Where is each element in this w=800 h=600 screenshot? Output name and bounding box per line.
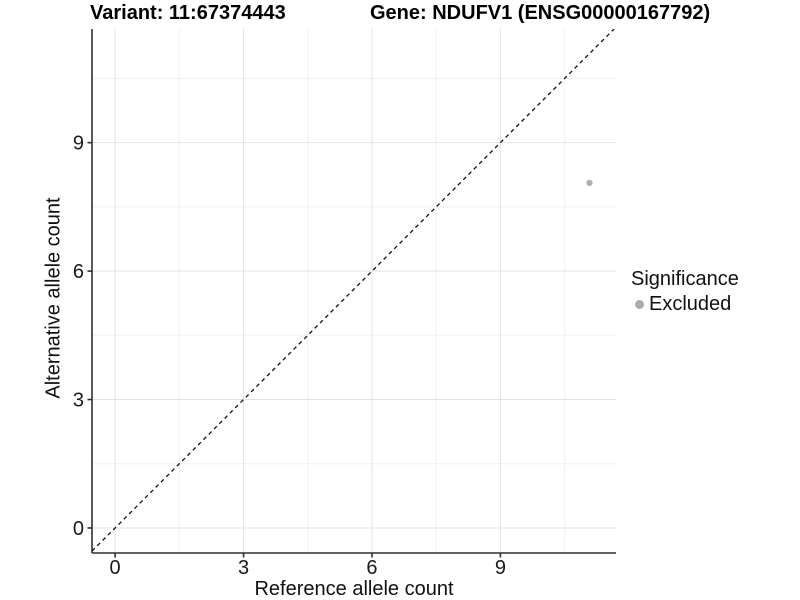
legend: Significance Excluded: [631, 268, 739, 316]
legend-item-excluded: Excluded: [631, 293, 739, 316]
x-tick-label: 9: [495, 557, 506, 579]
legend-item-label: Excluded: [649, 293, 732, 315]
legend-key: [631, 296, 648, 313]
data-point: [586, 179, 593, 187]
y-tick-label: 6: [73, 261, 84, 283]
excluded-point-icon: [635, 300, 644, 309]
x-tick-label: 0: [110, 557, 121, 579]
plot-title-variant: Variant: 11:67374443: [90, 2, 286, 24]
x-tick-label: 3: [238, 557, 249, 579]
y-tick-label: 9: [73, 133, 84, 155]
y-tick-label: 3: [73, 390, 84, 412]
y-tick-label: 0: [73, 518, 84, 540]
legend-title: Significance: [631, 268, 739, 290]
x-tick-label: 6: [366, 557, 377, 579]
identity-reference-line: [92, 29, 615, 552]
x-axis-title: Reference allele count: [254, 578, 454, 600]
plot-title-gene: Gene: NDUFV1 (ENSG00000167792): [370, 2, 711, 24]
y-axis-title: Alternative allele count: [42, 197, 65, 399]
